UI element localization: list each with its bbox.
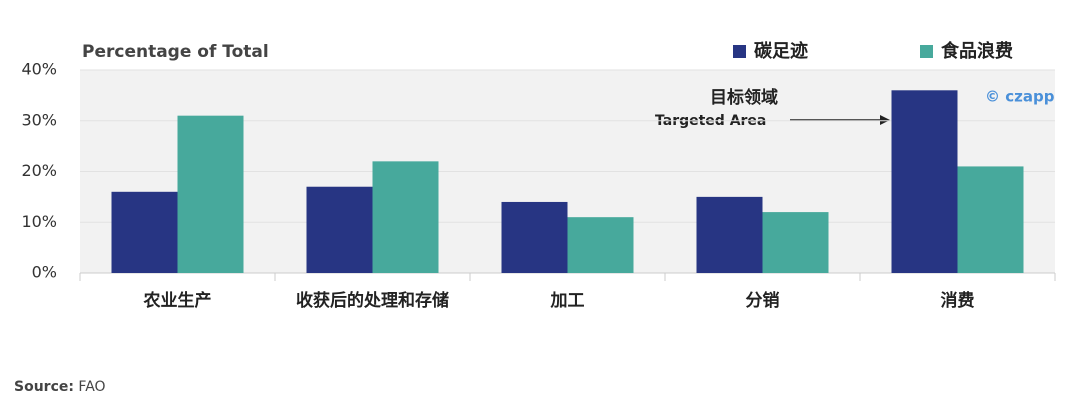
x-tick-label: 收获后的处理和存储 bbox=[296, 290, 449, 311]
annotation-title: 目标领域 bbox=[710, 87, 778, 108]
bar bbox=[762, 212, 829, 273]
bar bbox=[891, 90, 958, 273]
source-label: Source: bbox=[14, 379, 74, 395]
source: Source: FAO bbox=[14, 379, 106, 395]
bar bbox=[501, 201, 568, 273]
bar bbox=[111, 191, 178, 273]
chart-title: Percentage of Total bbox=[82, 42, 269, 62]
source-text: FAO bbox=[78, 379, 105, 395]
y-tick-label: 10% bbox=[21, 212, 57, 231]
x-tick-label: 农业生产 bbox=[143, 290, 212, 311]
bar bbox=[306, 186, 373, 273]
watermark: © czapp bbox=[985, 88, 1055, 106]
annotation-arrowhead bbox=[880, 115, 890, 125]
x-tick-label: 消费 bbox=[941, 290, 975, 311]
legend-swatch bbox=[733, 45, 746, 58]
x-tick-label: 加工 bbox=[550, 291, 585, 311]
y-tick-label: 30% bbox=[21, 110, 57, 129]
y-tick-label: 40% bbox=[21, 60, 57, 79]
legend-label: 食品浪费 bbox=[940, 40, 1013, 62]
bar bbox=[372, 161, 439, 273]
bar bbox=[957, 166, 1024, 273]
legend-swatch bbox=[920, 45, 933, 58]
bar bbox=[567, 217, 634, 273]
bar bbox=[696, 196, 763, 273]
y-tick-label: 20% bbox=[21, 161, 57, 180]
x-tick-label: 分销 bbox=[746, 290, 780, 311]
legend-label: 碳足迹 bbox=[754, 40, 808, 62]
y-tick-label: 0% bbox=[32, 263, 57, 282]
bar bbox=[177, 115, 244, 273]
